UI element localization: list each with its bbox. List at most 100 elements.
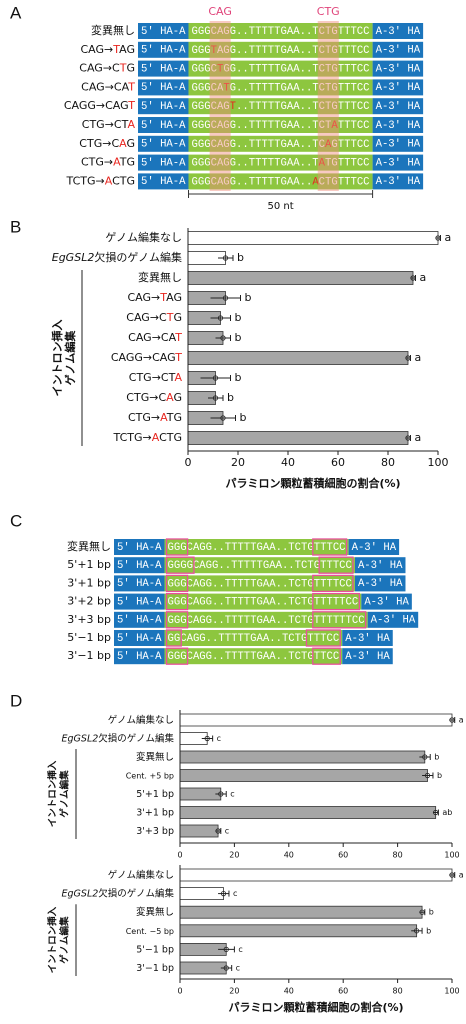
homology-arm-left (114, 593, 165, 610)
homology-arm-right-text: A-3' HA (376, 82, 421, 94)
insert-region (164, 593, 362, 610)
homology-arm-right-text: A-3' HA (376, 26, 421, 38)
text-part: CAG→C (79, 62, 120, 75)
significance-letter: c (233, 889, 237, 898)
text-part: A (174, 371, 182, 384)
significance-letter: c (230, 790, 234, 799)
significance-letter: b (434, 753, 439, 762)
homology-arm-right (372, 60, 424, 77)
significance-letter: a (415, 431, 422, 444)
row-label: 変異無し (67, 539, 111, 553)
insert-region (164, 539, 349, 555)
x-tick-label: 40 (281, 456, 295, 469)
category-label: ゲノム編集なし (108, 869, 174, 881)
text-part: GTTTCC (331, 139, 369, 151)
text-part: GGGCAGG..TTTTTGAA..TC (192, 139, 326, 151)
row-label: 3'+1 bp (67, 576, 111, 589)
text-part: TCTG→ (113, 431, 152, 444)
text-part: GGGG (168, 560, 193, 572)
text-part: 欠損のゲノム編集 (98, 887, 174, 899)
text-part: TGTTTCC (325, 157, 370, 169)
insert-sequence: GGGCATG..TTTTTGAA..TCTGTTTCC (192, 82, 370, 94)
highlight-band (209, 21, 231, 191)
bar (187, 271, 414, 285)
text-part: TTTCC (307, 633, 339, 645)
mean-dot (223, 946, 229, 953)
homology-arm-right (354, 575, 406, 592)
row-label: CAG→CAT (81, 80, 135, 93)
category-label: ゲノム編集なし (105, 230, 182, 244)
significance-letter: b (235, 371, 242, 384)
category-label: 5'+1 bp (136, 789, 174, 800)
mean-dot (424, 772, 431, 779)
mean-dot (220, 415, 226, 421)
text-part: T (223, 82, 229, 94)
bar (187, 231, 439, 245)
significance-letter: c (217, 734, 221, 743)
x-tick-label: 0 (185, 456, 192, 469)
category-label: CAG→TAG (128, 291, 183, 304)
panel-label: D (10, 691, 22, 710)
text-part: A (166, 391, 174, 404)
homology-arm-right (372, 23, 424, 39)
category-label: 変異無し (138, 270, 182, 284)
row-label: 5'+1 bp (67, 558, 111, 571)
insert-region (188, 173, 373, 190)
homology-arm-left-text: 5' HA-A (141, 82, 186, 94)
insert-region (188, 79, 373, 96)
text-part: 3'+1 bp (136, 807, 174, 818)
homology-arm-left-text: 5' HA-A (141, 120, 186, 132)
text-part: AGG..TTTTTGAA..TCTGTTTCC (217, 45, 370, 57)
text-part: A (312, 176, 319, 188)
insert-region (188, 41, 373, 58)
text-part: 欠損のゲノム編集 (94, 250, 182, 264)
significance-letter: b (245, 291, 252, 304)
significance-letter: b (240, 411, 247, 424)
text-part: GGG (168, 542, 187, 554)
text-part: T (127, 80, 135, 93)
insert-sequence: GGGTAGG..TTTTTGAA..TCTGTTTCC (192, 45, 370, 57)
insert-region (188, 117, 373, 133)
text-part: GGGCAGG..TTTTTGAA..TCTGTTTCC (192, 26, 370, 38)
category-label: 3'+1 bp (136, 807, 174, 818)
text-part: G (173, 311, 182, 324)
mean-dot (414, 928, 420, 934)
text-part: CTG→C (126, 391, 166, 404)
band-header: CAG (208, 5, 232, 18)
mean-dot (422, 754, 428, 760)
text-part: GG..TTTTTGAA..TCTGTTTCC (223, 63, 369, 75)
x-tick-label: 100 (428, 456, 449, 469)
mean-dot (223, 965, 229, 971)
text-part: CAGG..TTTTTGAA..TCTG (187, 615, 314, 627)
text-part: 変異無し (136, 906, 174, 918)
text-part: 変異無し (136, 751, 174, 763)
text-part: T (166, 311, 174, 324)
group-label: ゲノム編集 (59, 770, 71, 818)
homology-arm-right-text: A-3' HA (376, 176, 421, 188)
significance-letter: b (227, 391, 234, 404)
mean-dot (220, 335, 226, 341)
row-label: 変異無し (91, 23, 135, 37)
category-label: Cent. −5 bp (126, 926, 174, 935)
homology-arm-left (138, 117, 189, 133)
significance-letter: a (459, 716, 464, 725)
significance-letter: b (426, 926, 431, 935)
row-label: CAG→TAG (81, 43, 136, 56)
homology-arm-right-text: A-3' HA (371, 615, 416, 627)
category-label: Cent. +5 bp (126, 771, 174, 780)
text-part: CTG→ (81, 156, 113, 169)
x-tick-label: 0 (177, 987, 182, 996)
homology-arm-left (114, 557, 165, 574)
text-part: TTTTTTCC (314, 615, 365, 627)
text-part: GGG (168, 651, 187, 663)
text-part: A (105, 174, 113, 187)
text-part: CAGG..TTTTTGAA..TCTG (187, 651, 314, 663)
text-part: EgGSL2 (52, 251, 95, 264)
homology-arm-left-text: 5' HA-A (141, 157, 186, 169)
panel-label: A (10, 3, 22, 22)
category-label: ゲノム編集なし (108, 714, 174, 726)
homology-arm-left (138, 173, 189, 190)
text-part: 3'−1 bp (67, 649, 111, 662)
site-box (312, 611, 367, 629)
text-part: CTG→ (128, 411, 160, 424)
